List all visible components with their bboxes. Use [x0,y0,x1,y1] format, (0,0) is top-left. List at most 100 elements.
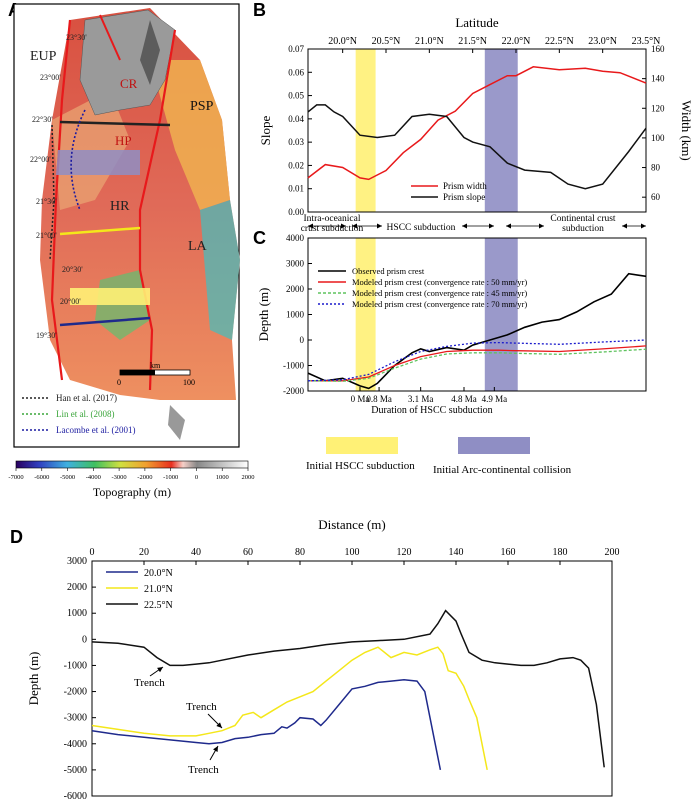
chart-d-y-tick-label: -5000 [64,765,87,776]
chart-c-y-tick-label: -2000 [283,386,304,396]
chart-c-x-tick-label: 3.1 Ma [408,394,434,404]
backstop-line [138,29,177,391]
arrow-continental-left-head-right [539,223,544,229]
chart-d-y-tick-label: 0 [82,634,87,645]
chart-b-y-tick-label: 0.07 [288,44,304,54]
scale-bar: km 0 100 [117,361,195,387]
chart-b-series-line [307,66,647,181]
chart-b-y2-tick-label: 100 [651,133,665,143]
chart-b-y2-tick-label: 160 [651,44,665,54]
chart-b-legend-label: Prism slope [443,192,485,202]
chart-c-band [355,238,376,391]
chart-c-xlabel: Duration of HSCC subduction [371,405,492,416]
map-label-psp: PSP [190,99,214,114]
colorbar-tick-label: -4000 [86,474,101,481]
legend-initial-hscc-label: Initial HSCC subduction [306,460,415,472]
chart-c-x-tick-label: 0.8 Ma [366,394,392,404]
map-label-eup: EUP [30,49,57,64]
island-relief [140,20,160,85]
chart-d-y-tick-label: -6000 [64,791,87,802]
chart-b-y2label: Width (km) [679,100,692,161]
chart-d-y-tick-label: -2000 [64,687,87,698]
lat-label: 22°00' [30,155,51,164]
panel-letter-d: D [10,527,23,547]
chart-b-y-tick-label: 0.05 [288,91,304,101]
cr-fault-line [99,14,121,61]
chart-d-ylabel: Depth (m) [26,652,41,706]
deformation-front-line [50,19,72,381]
chart-c-y-tick-label: 4000 [286,233,305,243]
map-label-la: LA [188,239,208,254]
chart-b-frame [307,48,647,213]
chart-b-y2-tick-label: 140 [651,74,665,84]
chart-b-x-tick-label: 23.0°N [588,36,617,47]
chart-b-xlabel: Latitude [455,15,499,30]
scale-value-0: 0 [117,378,121,387]
profile-21-0 [59,226,141,236]
chart-d-x-tick-label: 160 [501,547,516,558]
trench-arrow [209,745,219,761]
chart-d-legend-label: 21.0°N [144,584,173,595]
chart-d-y-tick-label: 1000 [67,608,87,619]
annotation-continental-1: Continental crust [550,214,616,224]
map-corner-fragment [168,405,185,440]
lacombe-line [70,109,86,211]
trench-arrow [207,713,223,729]
chart-b-band [355,49,376,212]
trench-arrow-head [157,667,163,673]
chart-c-series-line [307,348,647,382]
chart-d-y-tick-label: -3000 [64,713,87,724]
chart-b-series-line [307,104,647,190]
chart-b-x-tick-label: 23.5°N [632,36,661,47]
chart-b-y-tick-label: 0.03 [288,137,304,147]
arc-collision-band [56,150,140,175]
scale-label: km [150,361,161,370]
hscc-band [70,288,150,305]
trench-arrow-head [216,722,222,728]
map-trough [150,60,230,210]
colorbar-tick-label: -1000 [163,474,178,481]
chart-b-y2-tick-label: 60 [651,192,661,202]
chart-d-series-line [91,679,442,771]
chart-c-x-tick-label: 4.9 Ma [482,394,508,404]
trench-label: Trench [188,764,219,776]
han-line [49,124,55,261]
chart-d-x-tick-label: 120 [397,547,412,558]
colorbar-tick-label: -2000 [137,474,152,481]
chart-d-y-tick-label: 2000 [67,582,87,593]
lat-label: 20°30' [62,265,83,274]
arrow-continental-right-head-left [622,223,627,229]
colorbar-tick-label: 0 [195,474,198,481]
colorbar-tick-label: -6000 [34,474,49,481]
chart-b-x-tick-label: 20.5°N [372,36,401,47]
chart-d-x-tick-label: 40 [191,547,201,558]
profile-20-0 [59,316,151,327]
chart-b-y-tick-label: 0.00 [288,207,304,217]
annotation-hscc-subduction: HSCC subduction [387,223,456,233]
colorbar-tick-label: 2000 [242,474,255,481]
arrow-hscc-left-head-left [352,223,357,229]
chart-c-band [484,238,518,391]
chart-d-x-tick-label: 0 [90,547,95,558]
lat-labels: 23°30' 23°00' 22°30' 22°00' 21°30' 21°00… [30,33,87,340]
chart-d-series-line [91,609,605,768]
chart-c-series-line [308,345,647,382]
chart-d-y-tick-label: -1000 [64,660,87,671]
chart-c-x-tick-label: 0 Ma [351,394,370,404]
chart-b-y2-tick-label: 120 [651,103,665,113]
chart-c-legend-label: Modeled prism crest (convergence rate : … [352,277,527,287]
trench-arrow [149,666,164,677]
colorbar-tick-label: 1000 [216,474,229,481]
arrow-intra-oceanic-head-right [341,223,346,229]
chart-c-y-tick-label: 0 [300,335,305,345]
chart-d-series-line [91,646,488,771]
chart-b-y-tick-label: 0.06 [288,67,304,77]
chart-b-x-tick-label: 22.5°N [545,36,574,47]
lat-label: 22°30' [32,115,53,124]
legend-initial-arc-box [458,437,530,454]
annotation-intra-oceanic-1: Intra-oceanical [304,214,361,224]
lat-label: 23°00' [40,73,61,82]
colorbar-label: Topography (m) [93,485,171,499]
lat-label: 19°30' [36,331,57,340]
chart-d-legend-label: 20.0°N [144,568,173,579]
